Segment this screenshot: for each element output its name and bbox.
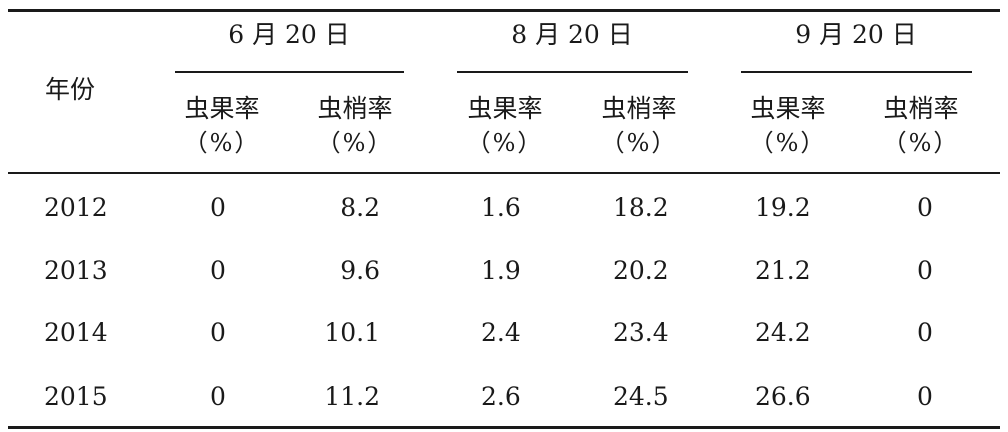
value-cell: 20.2 xyxy=(613,256,669,285)
group-header-jun20: 6 月 20 日 xyxy=(228,20,350,49)
sub-header-label: 虫梢率 xyxy=(601,94,677,123)
value-cell: 1.6 xyxy=(481,193,521,222)
value-cell: 26.6 xyxy=(755,382,811,411)
sub-header-fruit-rate-aug: 虫果率 （%） xyxy=(467,92,544,160)
group-rule-3 xyxy=(741,71,972,73)
value-cell: 0 xyxy=(210,382,226,411)
value-cell: 2.4 xyxy=(481,318,521,347)
value-cell: 18.2 xyxy=(613,193,669,222)
sub-header-unit: （%） xyxy=(600,129,678,157)
sub-header-label: 虫果率 xyxy=(750,94,826,123)
value-cell: 10.1 xyxy=(324,318,380,347)
sub-header-fruit-rate-jun: 虫果率 （%） xyxy=(184,92,261,160)
value-cell: 23.4 xyxy=(613,318,669,347)
year-header: 年份 xyxy=(45,75,96,104)
value-cell: 0 xyxy=(210,256,226,285)
sub-header-unit: （%） xyxy=(466,129,544,157)
value-cell: 0 xyxy=(917,382,933,411)
value-cell: 24.2 xyxy=(755,318,811,347)
year-cell: 2015 xyxy=(44,382,108,411)
value-cell: 2.6 xyxy=(481,382,521,411)
value-cell: 1.9 xyxy=(481,256,521,285)
sub-header-unit: （%） xyxy=(183,129,261,157)
group-rule-2 xyxy=(457,71,688,73)
year-cell: 2013 xyxy=(44,256,108,285)
group-header-aug20: 8 月 20 日 xyxy=(511,20,633,49)
group-rule-1 xyxy=(175,71,404,73)
value-cell: 24.5 xyxy=(613,382,669,411)
sub-header-label: 虫梢率 xyxy=(883,94,959,123)
value-cell: 19.2 xyxy=(755,193,811,222)
year-cell: 2014 xyxy=(44,318,108,347)
value-cell: 0 xyxy=(917,318,933,347)
sub-header-shoot-rate-jun: 虫梢率 （%） xyxy=(317,92,394,160)
value-cell: 0 xyxy=(210,318,226,347)
sub-header-label: 虫果率 xyxy=(467,94,543,123)
header-rule xyxy=(8,172,1000,174)
group-header-sep20: 9 月 20 日 xyxy=(795,20,917,49)
value-cell: 0 xyxy=(210,193,226,222)
sub-header-fruit-rate-sep: 虫果率 （%） xyxy=(750,92,827,160)
year-cell: 2012 xyxy=(44,193,108,222)
sub-header-label: 虫梢率 xyxy=(317,94,393,123)
value-cell: 0 xyxy=(917,193,933,222)
bottom-rule xyxy=(8,426,1000,429)
sub-header-unit: （%） xyxy=(749,129,827,157)
value-cell: 21.2 xyxy=(755,256,811,285)
value-cell: 9.6 xyxy=(340,256,380,285)
sub-header-shoot-rate-aug: 虫梢率 （%） xyxy=(601,92,678,160)
value-cell: 11.2 xyxy=(324,382,380,411)
value-cell: 8.2 xyxy=(340,193,380,222)
value-cell: 0 xyxy=(917,256,933,285)
sub-header-label: 虫果率 xyxy=(184,94,260,123)
sub-header-unit: （%） xyxy=(316,129,394,157)
sub-header-unit: （%） xyxy=(882,129,960,157)
sub-header-shoot-rate-sep: 虫梢率 （%） xyxy=(883,92,960,160)
top-rule xyxy=(8,9,1000,12)
